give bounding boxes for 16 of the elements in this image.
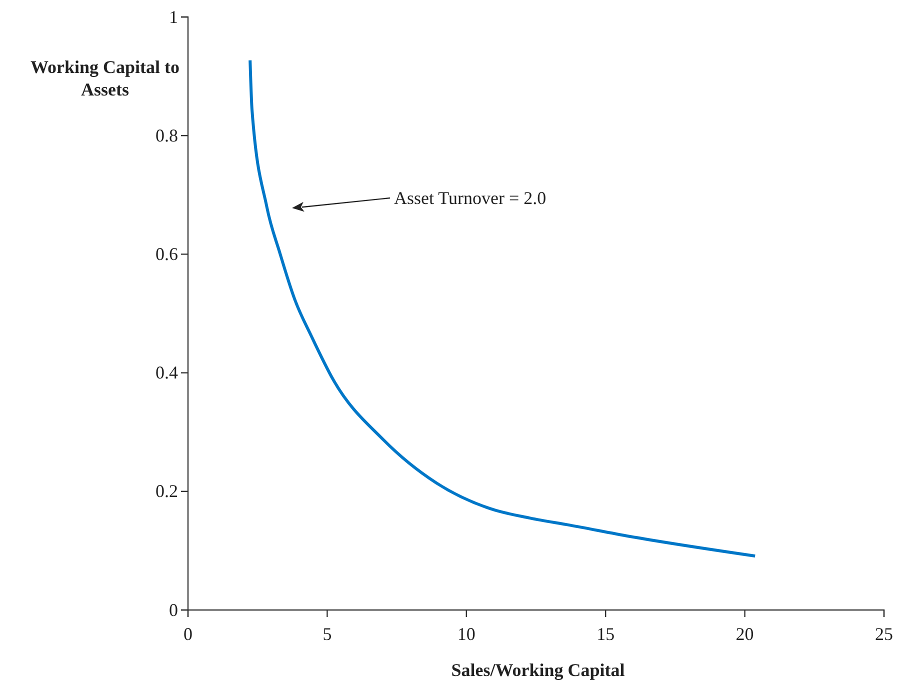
y-tick-label: 0.4 xyxy=(156,362,178,383)
line-series xyxy=(248,58,757,558)
x-tick-label: 25 xyxy=(875,624,893,644)
y-tick-label: 0.6 xyxy=(156,244,178,264)
annotation: Asset Turnover = 2.0 xyxy=(394,188,546,208)
x-tick-label: 10 xyxy=(457,624,476,644)
x-tick-label: 20 xyxy=(736,624,754,644)
x-tick-label: 0 xyxy=(184,624,192,644)
y-tick-label: 0.2 xyxy=(156,481,178,502)
y-tick-label: 1 xyxy=(169,6,178,27)
x-tick-label: 5 xyxy=(322,624,332,644)
y-tick-label: 0 xyxy=(169,600,178,620)
y-axis-title: Working Capital to Assets xyxy=(30,57,180,100)
x-axis-title: Sales/Working Capital xyxy=(451,660,625,680)
y-tick-label: 0.8 xyxy=(156,125,178,146)
x-tick-label: 15 xyxy=(596,624,615,644)
